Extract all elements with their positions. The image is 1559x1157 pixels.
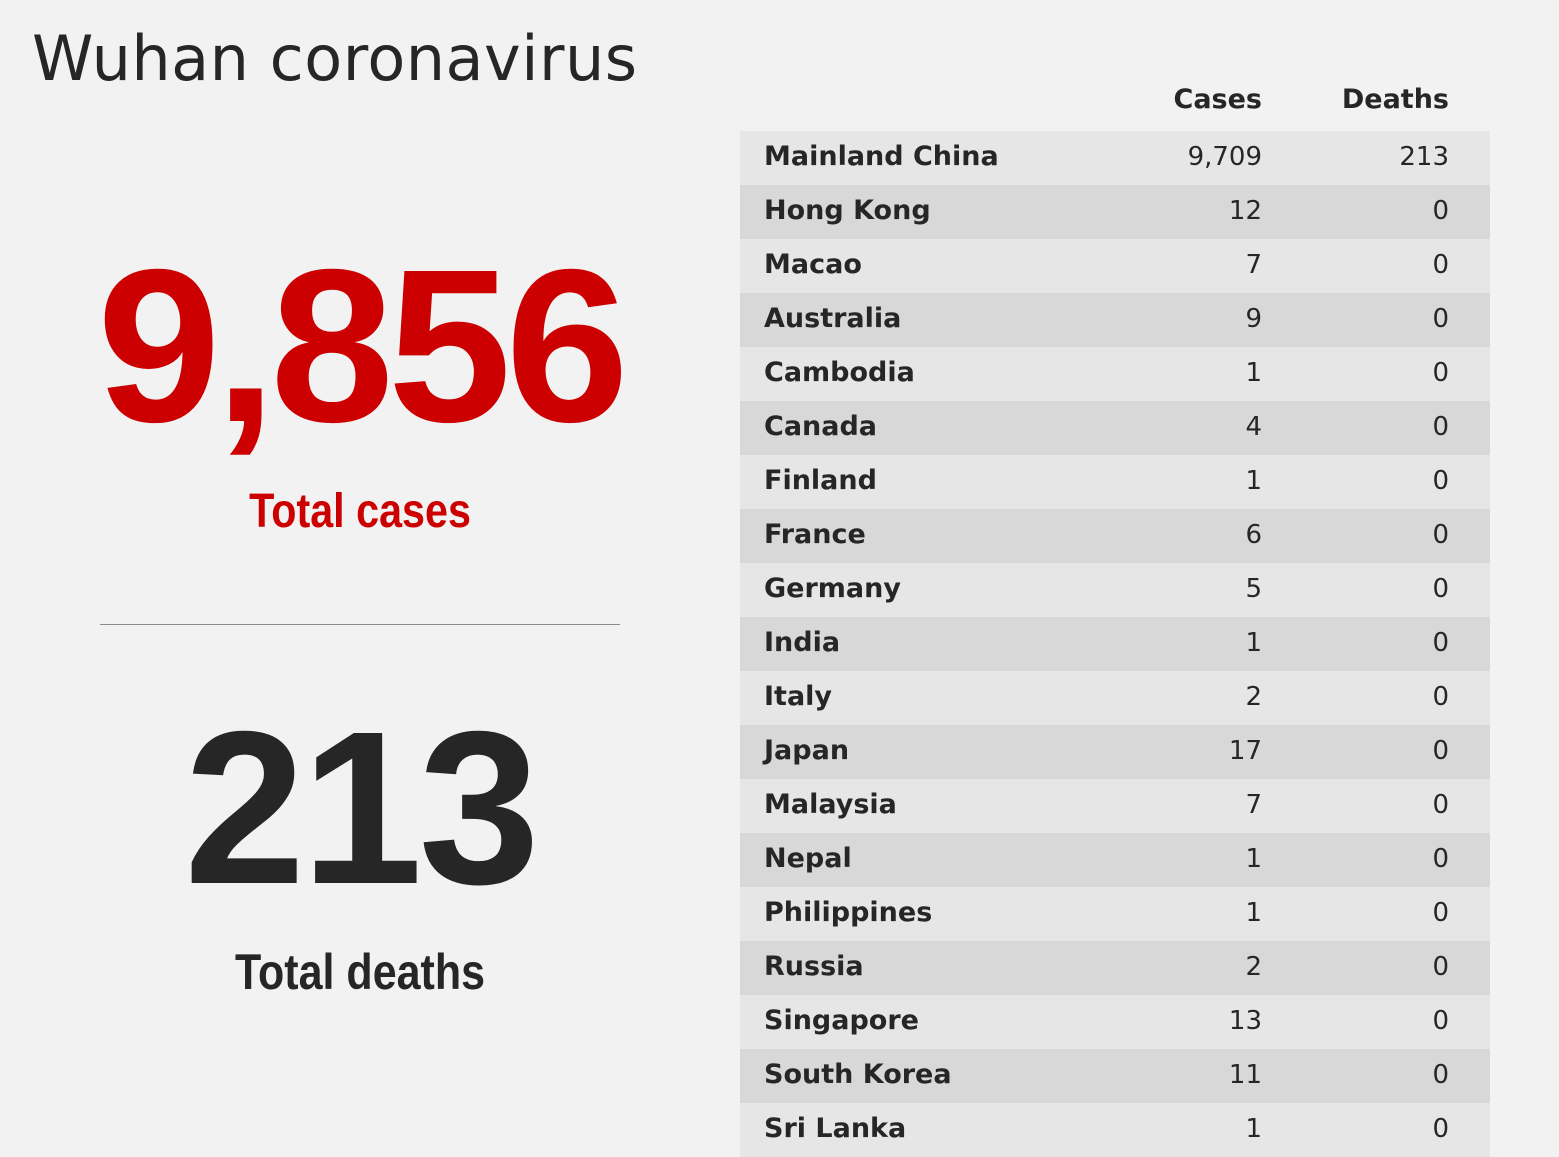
table-row: Malaysia 7 0: [740, 779, 1490, 833]
country-name: France: [764, 519, 866, 550]
country-name: Russia: [764, 951, 864, 982]
page-title: Wuhan coronavirus: [32, 22, 638, 95]
table-row: Canada 4 0: [740, 401, 1490, 455]
country-name: Germany: [764, 573, 901, 604]
summary-divider: [100, 624, 620, 625]
country-name: Canada: [764, 411, 878, 442]
country-name: Mainland China: [764, 141, 999, 172]
country-name: Sri Lanka: [764, 1113, 907, 1144]
cases-value: 2: [1245, 682, 1262, 712]
deaths-value: 0: [1432, 1114, 1449, 1144]
country-name: Philippines: [764, 897, 933, 928]
deaths-value: 0: [1432, 628, 1449, 658]
table-row: Macao 7 0: [740, 239, 1490, 293]
country-name: Singapore: [764, 1005, 919, 1036]
country-name: Malaysia: [764, 789, 897, 820]
deaths-value: 0: [1432, 412, 1449, 442]
deaths-value: 0: [1432, 574, 1449, 604]
cases-value: 7: [1245, 790, 1262, 820]
table-row: Nepal 1 0: [740, 833, 1490, 887]
deaths-value: 0: [1432, 196, 1449, 226]
country-name: Japan: [764, 735, 850, 766]
cases-value: 9,709: [1187, 142, 1262, 172]
total-deaths-value: 213: [184, 687, 540, 930]
table-row: France 6 0: [740, 509, 1490, 563]
cases-value: 1: [1245, 628, 1262, 658]
table-row: Japan 17 0: [740, 725, 1490, 779]
country-table: Mainland China 9,709 213 Hong Kong 12 0 …: [740, 131, 1490, 1157]
country-name: Italy: [764, 681, 833, 712]
deaths-value: 0: [1432, 736, 1449, 766]
table-row: Singapore 13 0: [740, 995, 1490, 1049]
table-row: Germany 5 0: [740, 563, 1490, 617]
cases-column-header: Cases: [1173, 84, 1263, 115]
country-name: Hong Kong: [764, 195, 931, 226]
deaths-value: 0: [1432, 1006, 1449, 1036]
country-name: Cambodia: [764, 357, 915, 388]
country-name: South Korea: [764, 1059, 952, 1090]
cases-value: 1: [1245, 844, 1262, 874]
table-row: Philippines 1 0: [740, 887, 1490, 941]
cases-value: 17: [1228, 736, 1262, 766]
cases-value: 9: [1245, 304, 1262, 334]
cases-value: 1: [1245, 898, 1262, 928]
cases-value: 1: [1245, 358, 1262, 388]
deaths-value: 0: [1432, 304, 1449, 334]
table-row: Australia 9 0: [740, 293, 1490, 347]
table-row: Hong Kong 12 0: [740, 185, 1490, 239]
country-name: India: [764, 627, 841, 658]
table-row: Italy 2 0: [740, 671, 1490, 725]
table-row: Russia 2 0: [740, 941, 1490, 995]
total-deaths-label: Total deaths: [234, 944, 486, 1000]
country-name: Finland: [764, 465, 877, 496]
cases-value: 1: [1245, 466, 1262, 496]
total-cases-label: Total cases: [249, 485, 471, 538]
deaths-value: 0: [1432, 844, 1449, 874]
country-name: Macao: [764, 249, 862, 280]
cases-value: 13: [1228, 1006, 1262, 1036]
deaths-value: 0: [1432, 466, 1449, 496]
country-name: Australia: [764, 303, 902, 334]
cases-value: 1: [1245, 1114, 1262, 1144]
total-cases-value: 9,856: [97, 225, 629, 468]
table-row: South Korea 11 0: [740, 1049, 1490, 1103]
deaths-column-header: Deaths: [1341, 84, 1449, 115]
cases-value: 7: [1245, 250, 1262, 280]
deaths-value: 0: [1432, 520, 1449, 550]
cases-value: 5: [1245, 574, 1262, 604]
table-header: Cases Deaths: [740, 84, 1490, 124]
deaths-value: 213: [1399, 142, 1449, 172]
cases-value: 6: [1245, 520, 1262, 550]
table-row: India 1 0: [740, 617, 1490, 671]
table-row: Cambodia 1 0: [740, 347, 1490, 401]
table-row: Sri Lanka 1 0: [740, 1103, 1490, 1157]
deaths-value: 0: [1432, 898, 1449, 928]
deaths-value: 0: [1432, 790, 1449, 820]
cases-value: 4: [1245, 412, 1262, 442]
cases-value: 2: [1245, 952, 1262, 982]
deaths-value: 0: [1432, 1060, 1449, 1090]
deaths-value: 0: [1432, 358, 1449, 388]
cases-value: 12: [1228, 196, 1262, 226]
cases-value: 11: [1228, 1060, 1262, 1090]
deaths-value: 0: [1432, 250, 1449, 280]
table-row: Mainland China 9,709 213: [740, 131, 1490, 185]
country-name: Nepal: [764, 843, 852, 874]
deaths-value: 0: [1432, 682, 1449, 712]
deaths-value: 0: [1432, 952, 1449, 982]
table-row: Finland 1 0: [740, 455, 1490, 509]
